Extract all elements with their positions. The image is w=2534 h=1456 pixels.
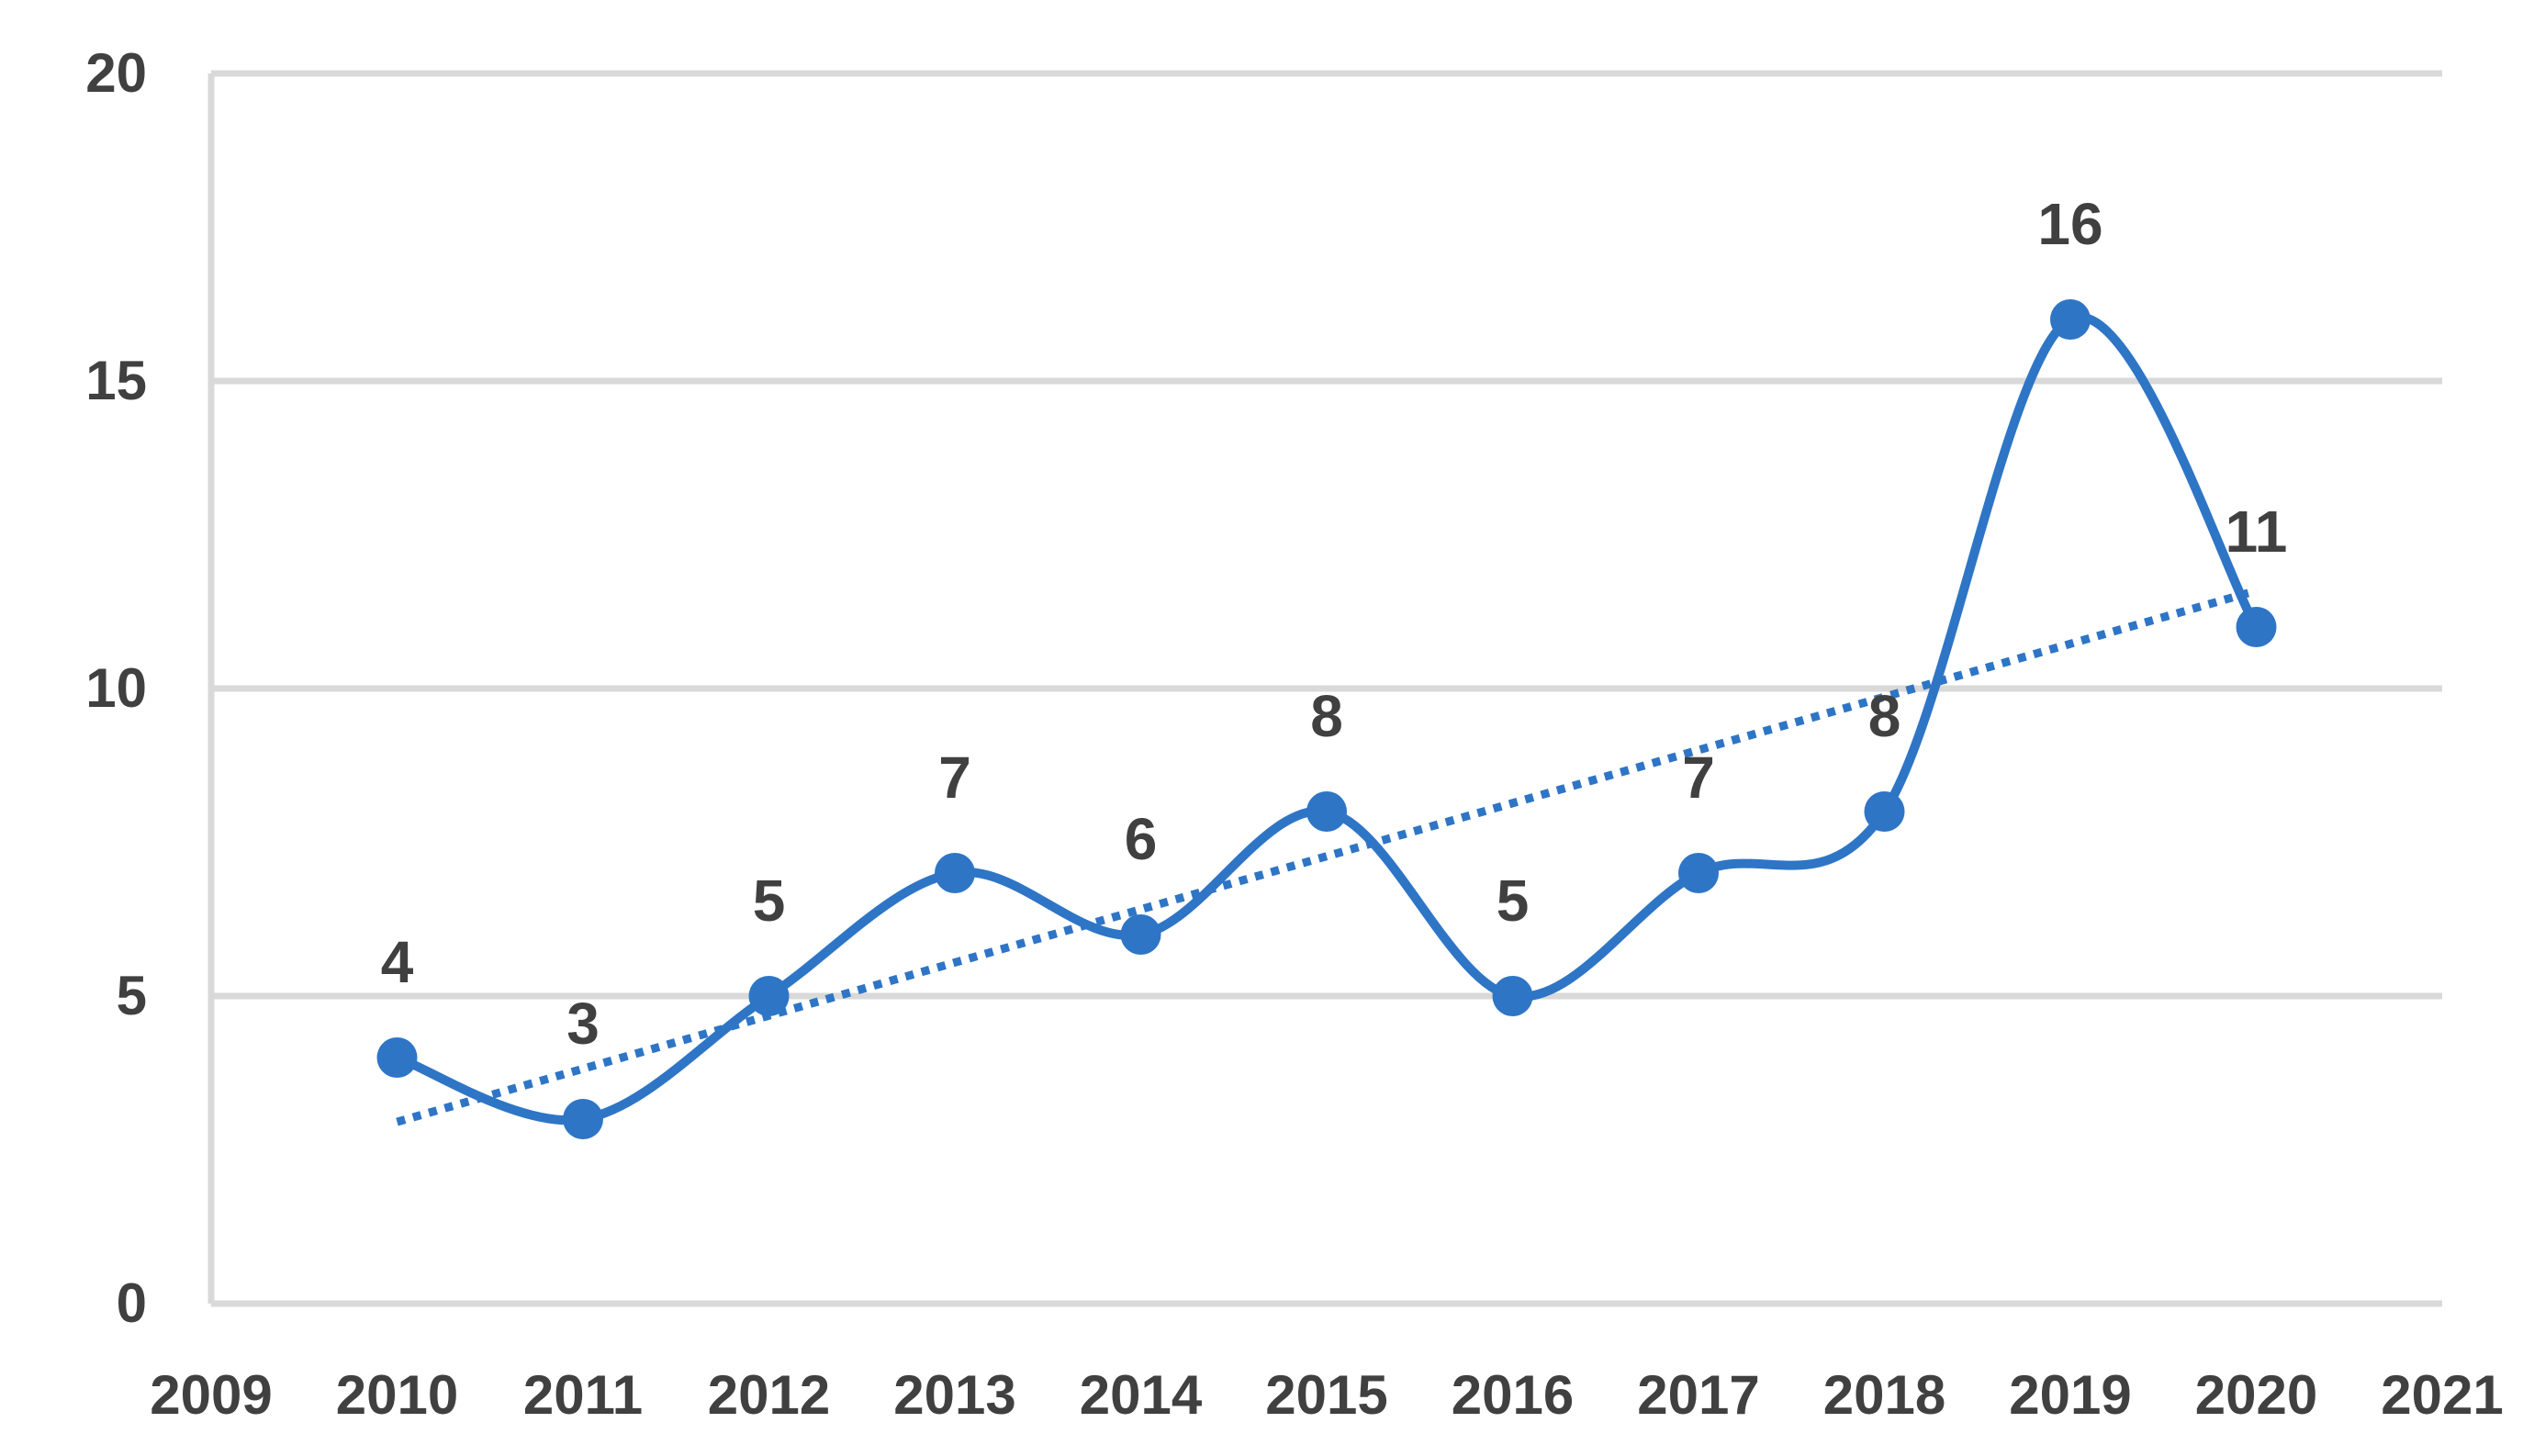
x-tick-label: 2021	[2381, 1364, 2503, 1426]
x-tick-label: 2009	[150, 1364, 272, 1426]
y-tick-label: 20	[85, 42, 147, 104]
x-tick-label: 2015	[1265, 1364, 1387, 1426]
data-point	[748, 976, 790, 1016]
x-tick-label: 2020	[2195, 1364, 2317, 1426]
x-tick-label: 2013	[893, 1364, 1015, 1426]
x-tick-label: 2017	[1637, 1364, 1759, 1426]
data-point	[376, 1037, 418, 1078]
x-tick-label: 2012	[708, 1364, 830, 1426]
y-tick-label: 10	[85, 657, 147, 719]
data-point	[2050, 299, 2091, 340]
axes	[207, 73, 2442, 1307]
y-tick-label: 0	[117, 1272, 147, 1334]
data-point	[1120, 914, 1161, 955]
trendline-group	[396, 587, 2258, 1126]
x-tick-label: 2018	[1823, 1364, 1945, 1426]
data-label: 3	[566, 991, 600, 1057]
data-label: 8	[1310, 683, 1343, 749]
data-point	[563, 1099, 603, 1139]
data-point	[1306, 791, 1347, 832]
data-label: 11	[2226, 498, 2288, 565]
tick-labels: 0 5 10 15 20 2009 2010 2011 2012 2013 2014 2015 2016…	[85, 42, 2503, 1426]
x-tick-label: 2016	[1452, 1364, 1574, 1426]
y-tick-label: 15	[85, 350, 147, 411]
data-label: 4	[381, 929, 414, 995]
gridlines	[211, 70, 2442, 1000]
trendline	[396, 587, 2258, 1126]
x-tick-label: 2014	[1080, 1364, 1203, 1426]
data-label: 7	[1682, 745, 1715, 811]
data-label: 8	[1868, 683, 1901, 749]
data-label: 16	[2037, 191, 2102, 257]
data-label: 7	[938, 745, 971, 811]
data-point	[1678, 853, 1719, 893]
data-point	[935, 853, 975, 893]
x-tick-label: 2019	[2009, 1364, 2131, 1426]
y-tick-label: 5	[117, 965, 147, 1026]
data-point	[1864, 791, 1905, 832]
data-point	[1492, 976, 1533, 1016]
x-tick-label: 2011	[523, 1364, 643, 1426]
data-label: 5	[753, 868, 786, 934]
series-group	[376, 299, 2277, 1139]
data-label: 6	[1125, 806, 1158, 872]
data-labels: 4 3 5 7 6 8 5 7 8 16 11	[381, 191, 2288, 1057]
data-point	[2236, 607, 2277, 647]
data-label: 5	[1497, 868, 1530, 934]
x-tick-label: 2010	[336, 1364, 458, 1426]
